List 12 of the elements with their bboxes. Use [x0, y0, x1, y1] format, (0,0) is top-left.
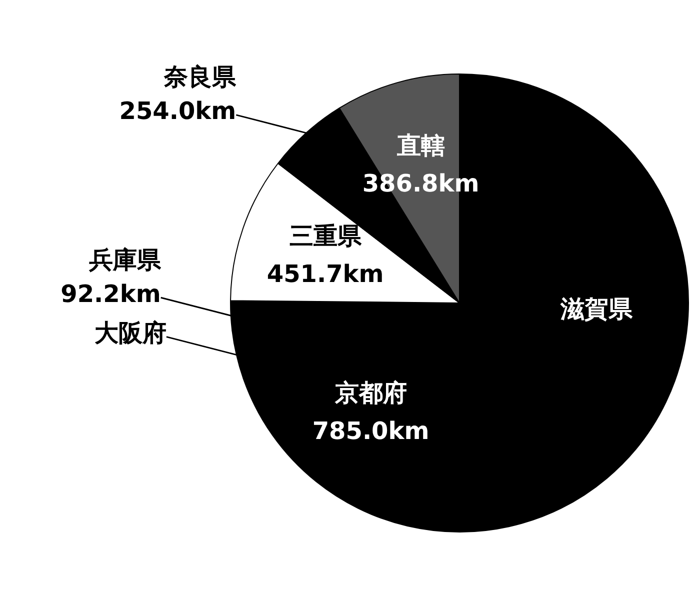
data-label: 785.0km [312, 417, 430, 446]
data-label: 386.8km [362, 170, 480, 198]
slice-label: 大阪府 [94, 319, 166, 348]
slice-label: 滋賀県 [560, 295, 634, 324]
slice-label: 直轄 [396, 132, 445, 160]
data-label: 451.7km [266, 260, 384, 288]
slice-label: 兵庫県 [88, 246, 162, 274]
slice-label: 三重県 [289, 222, 362, 250]
slice-label: 奈良県 [163, 63, 238, 92]
slice-label: 京都府 [334, 379, 407, 408]
data-label: 92.2km [60, 280, 161, 308]
data-label: 254.0km [119, 97, 236, 126]
